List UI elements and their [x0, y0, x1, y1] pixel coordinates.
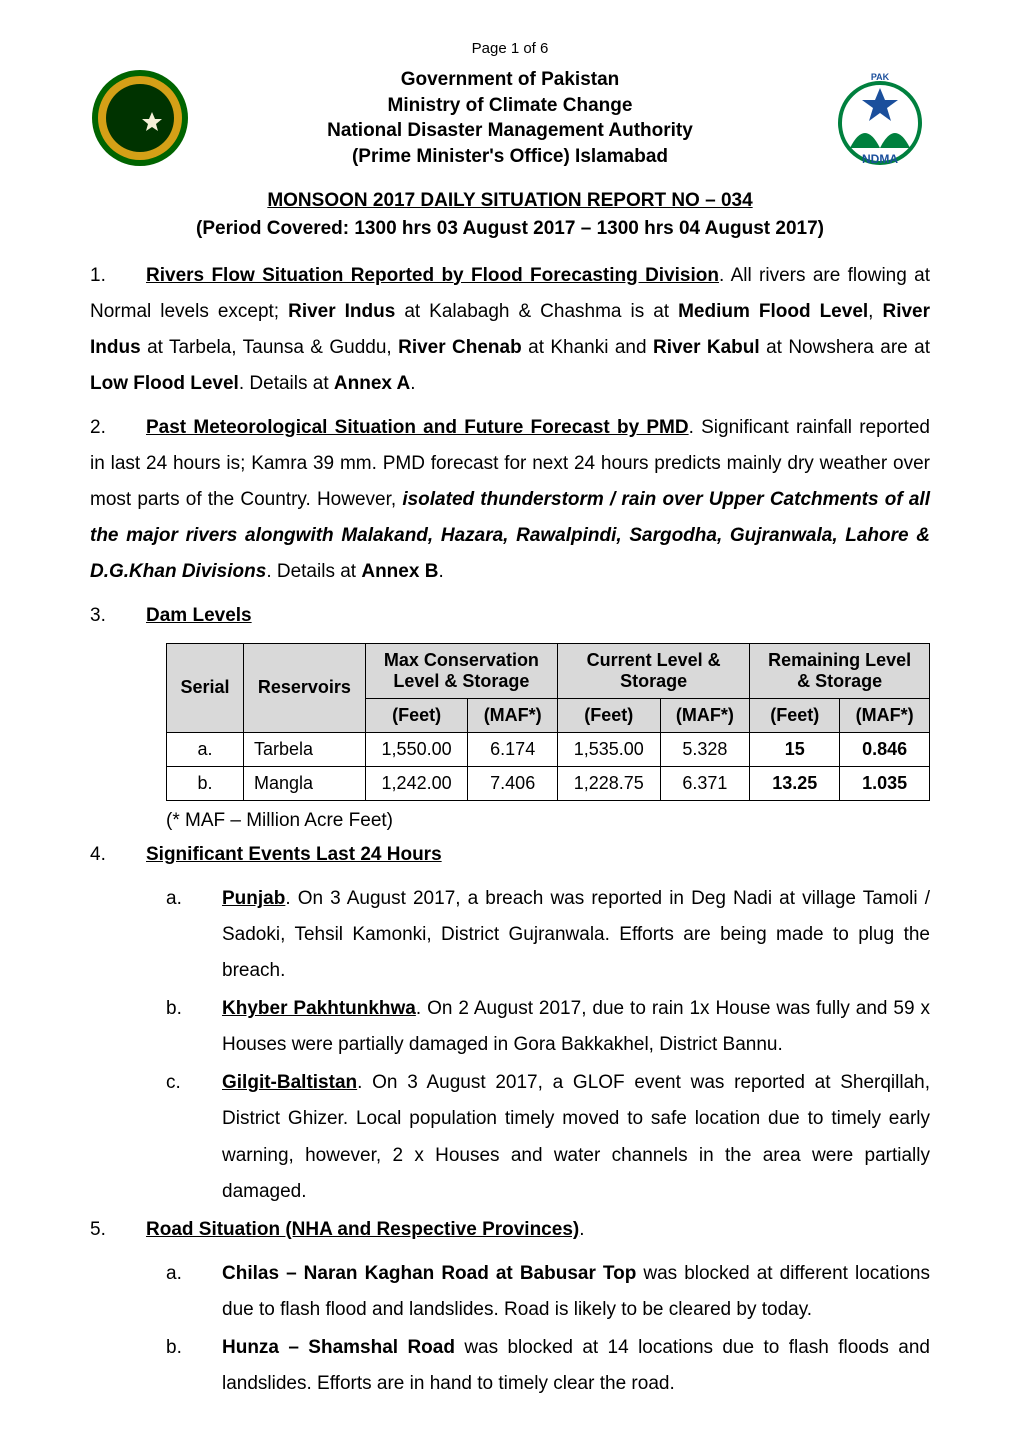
- cell-serial: a.: [167, 732, 244, 766]
- para1-b4: River Chenab: [398, 337, 522, 358]
- list-item: b. Hunza – Shamshal Road was blocked at …: [166, 1330, 930, 1402]
- cell-serial: b.: [167, 766, 244, 800]
- page: Page 1 of 6 Government of Pakistan Minis…: [0, 0, 1020, 1444]
- item-title: Chilas – Naran Kaghan Road at Babusar To…: [222, 1263, 636, 1284]
- item-letter: c.: [166, 1065, 181, 1101]
- para2-num: 2.: [90, 410, 146, 446]
- emblem-pakistan-icon: [90, 68, 190, 168]
- para1-t4: at Tarbela, Taunsa & Guddu,: [141, 337, 398, 358]
- list-item: b. Khyber Pakhtunkhwa. On 2 August 2017,…: [166, 991, 930, 1063]
- col-max-maf: (MAF*): [468, 698, 558, 732]
- para1-num: 1.: [90, 258, 146, 294]
- para1-b5: River Kabul: [653, 337, 760, 358]
- item-title: Hunza – Shamshal Road: [222, 1337, 455, 1358]
- para4-list: a. Punjab. On 3 August 2017, a breach wa…: [90, 881, 930, 1210]
- list-item: a. Chilas – Naran Kaghan Road at Babusar…: [166, 1256, 930, 1328]
- col-remaining: Remaining Level & Storage: [750, 643, 930, 698]
- para5-list: a. Chilas – Naran Kaghan Road at Babusar…: [90, 1256, 930, 1402]
- page-number: Page 1 of 6: [90, 40, 930, 57]
- para5-heading: Road Situation (NHA and Respective Provi…: [146, 1219, 579, 1240]
- item-title: Punjab: [222, 888, 285, 909]
- para-4: 4.Significant Events Last 24 Hours: [90, 837, 930, 873]
- para1-t3: ,: [868, 301, 882, 322]
- cell-max-maf: 7.406: [468, 766, 558, 800]
- para1-b1: River Indus: [288, 301, 395, 322]
- cell-rem-maf: 1.035: [840, 766, 930, 800]
- period-covered: (Period Covered: 1300 hrs 03 August 2017…: [90, 218, 930, 240]
- para1-heading: Rivers Flow Situation Reported by Flood …: [146, 265, 719, 286]
- cell-rem-maf: 0.846: [840, 732, 930, 766]
- cell-max-maf: 6.174: [468, 732, 558, 766]
- maf-note: (* MAF – Million Acre Feet): [166, 805, 930, 837]
- para-3: 3.Dam Levels: [90, 598, 930, 634]
- col-cur-maf: (MAF*): [660, 698, 750, 732]
- col-cur-feet: (Feet): [558, 698, 661, 732]
- header-title: Government of Pakistan Ministry of Clima…: [190, 67, 830, 170]
- svg-text:PAK: PAK: [871, 72, 890, 82]
- table-header-row-1: Serial Reservoirs Max Conservation Level…: [167, 643, 930, 698]
- table-row: a. Tarbela 1,550.00 6.174 1,535.00 5.328…: [167, 732, 930, 766]
- table-row: b. Mangla 1,242.00 7.406 1,228.75 6.371 …: [167, 766, 930, 800]
- list-item: c. Gilgit-Baltistan. On 3 August 2017, a…: [166, 1065, 930, 1209]
- para1-b2: Medium Flood Level: [678, 301, 868, 322]
- para1-t5: at Khanki and: [522, 337, 653, 358]
- para2-t2: . Details at: [266, 561, 361, 582]
- header-line3: National Disaster Management Authority: [327, 120, 693, 141]
- para3-heading: Dam Levels: [146, 605, 252, 626]
- cell-max-feet: 1,550.00: [365, 732, 468, 766]
- para1-t8: .: [410, 373, 415, 394]
- para1-t2: at Kalabagh & Chashma is at: [395, 301, 678, 322]
- header-line1: Government of Pakistan: [401, 69, 620, 90]
- cell-cur-feet: 1,228.75: [558, 766, 661, 800]
- col-serial: Serial: [167, 643, 244, 732]
- dam-levels-table: Serial Reservoirs Max Conservation Level…: [166, 643, 930, 801]
- item-title: Gilgit-Baltistan: [222, 1072, 357, 1093]
- list-item: a. Punjab. On 3 August 2017, a breach wa…: [166, 881, 930, 989]
- report-title: MONSOON 2017 DAILY SITUATION REPORT NO –…: [90, 190, 930, 212]
- item-letter: b.: [166, 991, 182, 1027]
- para4-heading: Significant Events Last 24 Hours: [146, 844, 442, 865]
- col-current: Current Level & Storage: [558, 643, 750, 698]
- item-title: Khyber Pakhtunkhwa: [222, 998, 416, 1019]
- item-letter: b.: [166, 1330, 182, 1366]
- para-2: 2.Past Meteorological Situation and Futu…: [90, 410, 930, 590]
- para-5: 5.Road Situation (NHA and Respective Pro…: [90, 1212, 930, 1248]
- cell-reservoir: Mangla: [244, 766, 366, 800]
- para1-t6: at Nowshera are at: [760, 337, 930, 358]
- para4-num: 4.: [90, 837, 146, 873]
- para5-dot: .: [579, 1219, 584, 1240]
- cell-cur-maf: 5.328: [660, 732, 750, 766]
- para2-heading: Past Meteorological Situation and Future…: [146, 417, 689, 438]
- para5-num: 5.: [90, 1212, 146, 1248]
- col-max-feet: (Feet): [365, 698, 468, 732]
- para1-t7: . Details at: [239, 373, 334, 394]
- col-reservoirs: Reservoirs: [244, 643, 366, 732]
- cell-reservoir: Tarbela: [244, 732, 366, 766]
- cell-max-feet: 1,242.00: [365, 766, 468, 800]
- svg-text:NDMA: NDMA: [862, 152, 898, 166]
- col-max: Max Conservation Level & Storage: [365, 643, 557, 698]
- cell-rem-feet: 13.25: [750, 766, 840, 800]
- header-row: Government of Pakistan Ministry of Clima…: [90, 67, 930, 170]
- cell-cur-maf: 6.371: [660, 766, 750, 800]
- ndma-logo-icon: PAK NDMA: [830, 68, 930, 168]
- para2-t3: .: [438, 561, 443, 582]
- header-line2: Ministry of Climate Change: [388, 95, 633, 116]
- para1-b6: Low Flood Level: [90, 373, 239, 394]
- item-letter: a.: [166, 1256, 182, 1292]
- para2-b1: Annex B: [361, 561, 438, 582]
- cell-rem-feet: 15: [750, 732, 840, 766]
- cell-cur-feet: 1,535.00: [558, 732, 661, 766]
- col-rem-feet: (Feet): [750, 698, 840, 732]
- col-rem-maf: (MAF*): [840, 698, 930, 732]
- header-line4: (Prime Minister's Office) Islamabad: [352, 146, 668, 167]
- para1-b7: Annex A: [334, 373, 410, 394]
- item-letter: a.: [166, 881, 182, 917]
- para3-num: 3.: [90, 598, 146, 634]
- item-text: . On 3 August 2017, a breach was reporte…: [222, 888, 930, 981]
- para-1: 1.Rivers Flow Situation Reported by Floo…: [90, 258, 930, 402]
